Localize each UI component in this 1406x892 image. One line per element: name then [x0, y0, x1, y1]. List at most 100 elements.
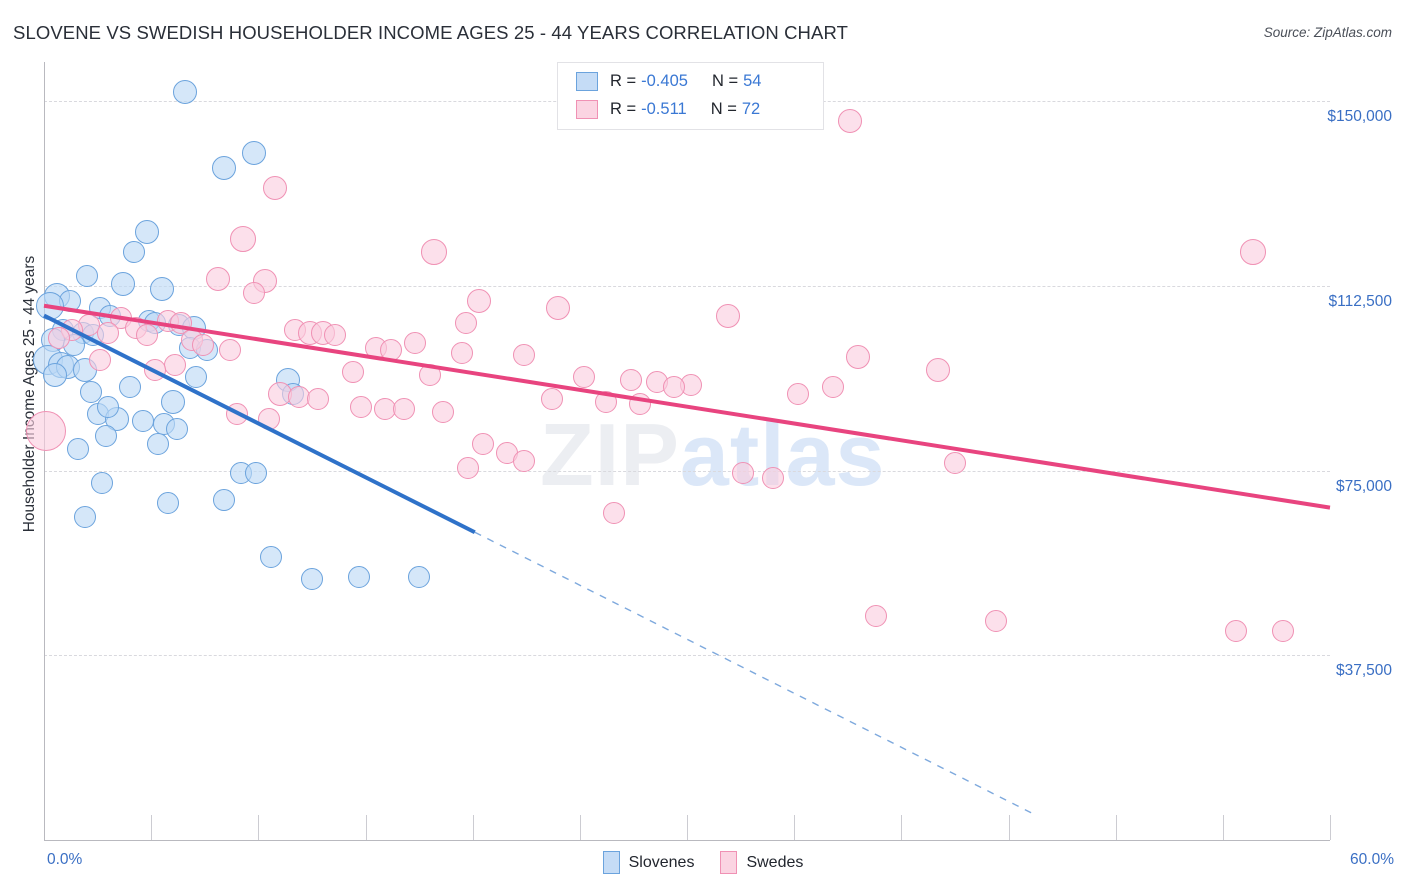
gridline — [44, 470, 1330, 472]
data-point-swedes[interactable] — [97, 321, 120, 344]
data-point-slovenes[interactable] — [123, 240, 146, 263]
data-point-swedes[interactable] — [263, 175, 288, 200]
data-point-swedes[interactable] — [324, 324, 347, 347]
data-point-swedes[interactable] — [455, 311, 478, 334]
legend-label-slovenes: Slovenes — [628, 853, 695, 871]
trendline-slovenes — [43, 313, 476, 535]
data-point-slovenes[interactable] — [67, 437, 90, 460]
legend-swatch-swedes — [576, 99, 598, 119]
data-point-slovenes[interactable] — [80, 380, 103, 403]
legend-item-slovenes[interactable]: Slovenes — [602, 851, 695, 874]
data-point-slovenes[interactable] — [348, 565, 371, 588]
x-axis-tick — [258, 815, 260, 840]
data-point-swedes[interactable] — [1224, 619, 1247, 642]
legend-label-swedes: Swedes — [746, 853, 804, 871]
data-point-slovenes[interactable] — [134, 219, 159, 244]
data-point-slovenes[interactable] — [146, 432, 169, 455]
data-point-swedes[interactable] — [230, 226, 257, 253]
y-axis-tick-label: $150,000 — [1327, 108, 1392, 126]
data-point-slovenes[interactable] — [165, 417, 188, 440]
page-title: SLOVENE VS SWEDISH HOUSEHOLDER INCOME AG… — [13, 22, 848, 43]
data-point-swedes[interactable] — [191, 334, 214, 357]
data-point-swedes[interactable] — [837, 109, 862, 134]
data-point-swedes[interactable] — [450, 341, 473, 364]
data-point-swedes[interactable] — [925, 357, 950, 382]
data-point-slovenes[interactable] — [260, 545, 283, 568]
x-axis-tick — [1222, 815, 1224, 840]
data-point-swedes[interactable] — [546, 296, 571, 321]
data-point-slovenes[interactable] — [97, 395, 120, 418]
gridline — [44, 655, 1330, 657]
data-point-swedes[interactable] — [731, 462, 754, 485]
legend-swatch-slovenes — [576, 71, 598, 91]
data-point-swedes[interactable] — [864, 604, 887, 627]
data-point-swedes[interactable] — [787, 383, 810, 406]
data-point-swedes[interactable] — [393, 398, 416, 421]
data-point-swedes[interactable] — [421, 238, 448, 265]
data-point-slovenes[interactable] — [212, 155, 237, 180]
data-point-swedes[interactable] — [307, 388, 330, 411]
data-point-slovenes[interactable] — [242, 141, 267, 166]
data-point-swedes[interactable] — [341, 361, 364, 384]
data-point-swedes[interactable] — [26, 411, 67, 452]
data-point-slovenes[interactable] — [90, 472, 113, 494]
data-point-swedes[interactable] — [467, 288, 492, 313]
data-point-slovenes[interactable] — [185, 366, 208, 389]
data-point-swedes[interactable] — [350, 395, 373, 418]
data-point-swedes[interactable] — [219, 339, 242, 362]
data-point-slovenes[interactable] — [75, 265, 98, 288]
series-legend: Slovenes Swedes — [0, 851, 1406, 874]
data-point-swedes[interactable] — [472, 432, 495, 455]
data-point-slovenes[interactable] — [157, 491, 180, 514]
data-point-swedes[interactable] — [1239, 238, 1266, 265]
data-point-slovenes[interactable] — [72, 357, 97, 382]
data-point-slovenes[interactable] — [95, 425, 118, 448]
x-axis-tick — [794, 815, 796, 840]
data-point-slovenes[interactable] — [73, 506, 96, 529]
data-point-swedes[interactable] — [48, 326, 70, 349]
gridline — [44, 286, 1330, 288]
data-point-slovenes[interactable] — [118, 375, 141, 398]
data-point-swedes[interactable] — [513, 449, 536, 472]
data-point-slovenes[interactable] — [213, 489, 236, 512]
trendline-slovenes-extrapolated — [474, 531, 1037, 817]
data-point-slovenes[interactable] — [42, 362, 67, 387]
data-point-swedes[interactable] — [1271, 619, 1294, 642]
x-axis-tick — [365, 815, 367, 840]
data-point-slovenes[interactable] — [111, 271, 136, 296]
data-point-swedes[interactable] — [243, 282, 266, 305]
x-axis-tick — [1330, 815, 1331, 840]
data-point-swedes[interactable] — [457, 457, 480, 480]
data-point-slovenes[interactable] — [245, 462, 268, 485]
data-point-swedes[interactable] — [431, 400, 454, 423]
data-point-swedes[interactable] — [573, 366, 596, 389]
data-point-swedes[interactable] — [761, 467, 784, 490]
data-point-swedes[interactable] — [88, 348, 111, 371]
data-point-swedes[interactable] — [620, 368, 643, 391]
legend-n-key-swedes: N = — [710, 99, 737, 118]
data-point-swedes[interactable] — [943, 452, 966, 475]
scatter-plot-area — [26, 62, 1330, 840]
data-point-swedes[interactable] — [603, 501, 626, 524]
data-point-swedes[interactable] — [403, 331, 426, 354]
data-point-swedes[interactable] — [135, 324, 158, 347]
data-point-slovenes[interactable] — [149, 276, 174, 301]
data-point-slovenes[interactable] — [408, 565, 431, 588]
data-point-swedes[interactable] — [846, 345, 871, 370]
data-point-swedes[interactable] — [540, 388, 563, 411]
source-attribution: Source: ZipAtlas.com — [1263, 25, 1392, 40]
legend-item-swedes[interactable]: Swedes — [720, 851, 803, 874]
data-point-swedes[interactable] — [821, 375, 844, 398]
data-point-slovenes[interactable] — [173, 79, 198, 104]
legend-n-value-slovenes: 54 — [743, 71, 762, 90]
data-point-swedes[interactable] — [513, 343, 536, 366]
data-point-swedes[interactable] — [715, 303, 740, 328]
data-point-swedes[interactable] — [205, 266, 230, 291]
x-axis-tick — [151, 815, 153, 840]
data-point-swedes[interactable] — [984, 609, 1007, 632]
data-point-slovenes[interactable] — [300, 568, 323, 591]
data-point-swedes[interactable] — [663, 375, 686, 398]
x-axis-tick — [472, 815, 474, 840]
data-point-slovenes[interactable] — [160, 389, 185, 414]
